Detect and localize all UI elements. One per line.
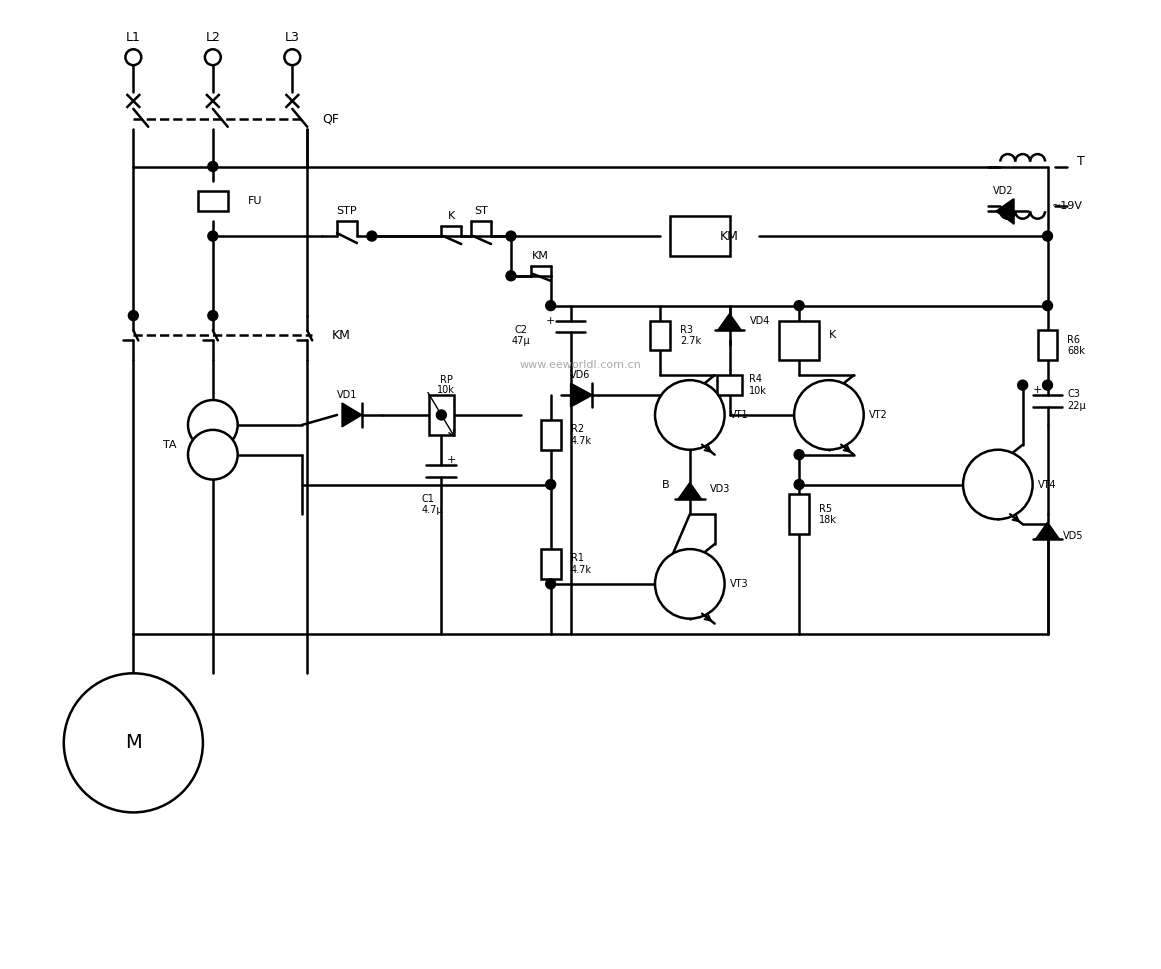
Circle shape	[794, 480, 805, 489]
Polygon shape	[1036, 522, 1060, 539]
Circle shape	[437, 410, 446, 420]
Circle shape	[204, 49, 221, 65]
Text: R6
68k: R6 68k	[1067, 334, 1086, 357]
Text: VT1: VT1	[729, 410, 748, 420]
Text: K: K	[829, 330, 836, 340]
Text: C1
4.7μ: C1 4.7μ	[421, 493, 444, 516]
Circle shape	[125, 49, 142, 65]
Text: VT2: VT2	[868, 410, 887, 420]
Text: R3
2.7k: R3 2.7k	[680, 325, 701, 346]
Circle shape	[655, 549, 724, 618]
Bar	[541, 549, 561, 578]
Polygon shape	[678, 483, 701, 499]
Circle shape	[367, 232, 377, 241]
Text: ~19V: ~19V	[1052, 202, 1083, 211]
Text: +: +	[1033, 385, 1043, 395]
Text: 10k: 10k	[438, 385, 455, 395]
Bar	[428, 395, 454, 435]
Bar	[779, 321, 819, 360]
Text: C2
47μ: C2 47μ	[512, 325, 531, 346]
Text: FU: FU	[247, 197, 262, 206]
Text: VD3: VD3	[709, 484, 730, 494]
Circle shape	[1043, 232, 1053, 241]
Text: L3: L3	[284, 31, 300, 44]
Polygon shape	[570, 383, 592, 407]
Polygon shape	[996, 200, 1012, 223]
Bar	[789, 494, 809, 534]
Circle shape	[208, 162, 218, 172]
Text: TA: TA	[164, 440, 176, 450]
Circle shape	[188, 400, 238, 450]
Bar	[1038, 330, 1058, 360]
Bar	[541, 420, 561, 450]
Text: VD5: VD5	[1062, 531, 1083, 541]
Bar	[197, 191, 228, 211]
Text: KM: KM	[720, 230, 740, 242]
Text: VD4: VD4	[749, 316, 770, 326]
Text: KM: KM	[532, 251, 549, 261]
Bar	[670, 216, 729, 256]
Circle shape	[188, 430, 238, 480]
Text: R1
4.7k: R1 4.7k	[570, 553, 592, 575]
Circle shape	[655, 380, 724, 450]
Circle shape	[794, 300, 805, 311]
Text: C3
22μ: C3 22μ	[1067, 390, 1087, 411]
Text: ST: ST	[474, 206, 488, 216]
Circle shape	[546, 578, 556, 589]
Text: KM: KM	[332, 328, 351, 342]
Circle shape	[964, 450, 1032, 519]
Text: VD1: VD1	[337, 391, 358, 400]
Text: L1: L1	[125, 31, 140, 44]
Text: +: +	[546, 316, 555, 326]
Polygon shape	[717, 314, 742, 330]
Text: www.eeworldl.com.cn: www.eeworldl.com.cn	[520, 360, 641, 370]
Text: M: M	[125, 734, 142, 752]
Circle shape	[546, 480, 556, 489]
Circle shape	[1018, 380, 1027, 391]
Circle shape	[1043, 300, 1053, 311]
Circle shape	[506, 271, 515, 281]
Circle shape	[64, 673, 203, 812]
Text: RP: RP	[440, 375, 453, 385]
Text: VD2: VD2	[993, 186, 1014, 197]
Circle shape	[208, 311, 218, 321]
Text: T: T	[1077, 155, 1086, 168]
Text: VT4: VT4	[1038, 480, 1057, 489]
Text: STP: STP	[337, 206, 358, 216]
Text: R4
10k: R4 10k	[749, 374, 767, 396]
Circle shape	[506, 232, 515, 241]
Circle shape	[208, 232, 218, 241]
Bar	[650, 321, 670, 351]
Text: R5
18k: R5 18k	[819, 504, 837, 525]
Text: QF: QF	[322, 112, 339, 125]
Circle shape	[546, 300, 556, 311]
Text: VD6: VD6	[570, 370, 591, 380]
Circle shape	[1043, 380, 1053, 391]
Circle shape	[284, 49, 301, 65]
Bar	[717, 375, 742, 395]
Circle shape	[129, 311, 138, 321]
Text: +: +	[446, 454, 456, 465]
Text: K: K	[448, 211, 455, 221]
Circle shape	[794, 380, 864, 450]
Text: R2
4.7k: R2 4.7k	[570, 424, 592, 446]
Text: L2: L2	[205, 31, 221, 44]
Polygon shape	[342, 403, 362, 427]
Text: VT3: VT3	[729, 578, 748, 589]
Circle shape	[794, 450, 805, 459]
Text: B: B	[662, 480, 670, 489]
